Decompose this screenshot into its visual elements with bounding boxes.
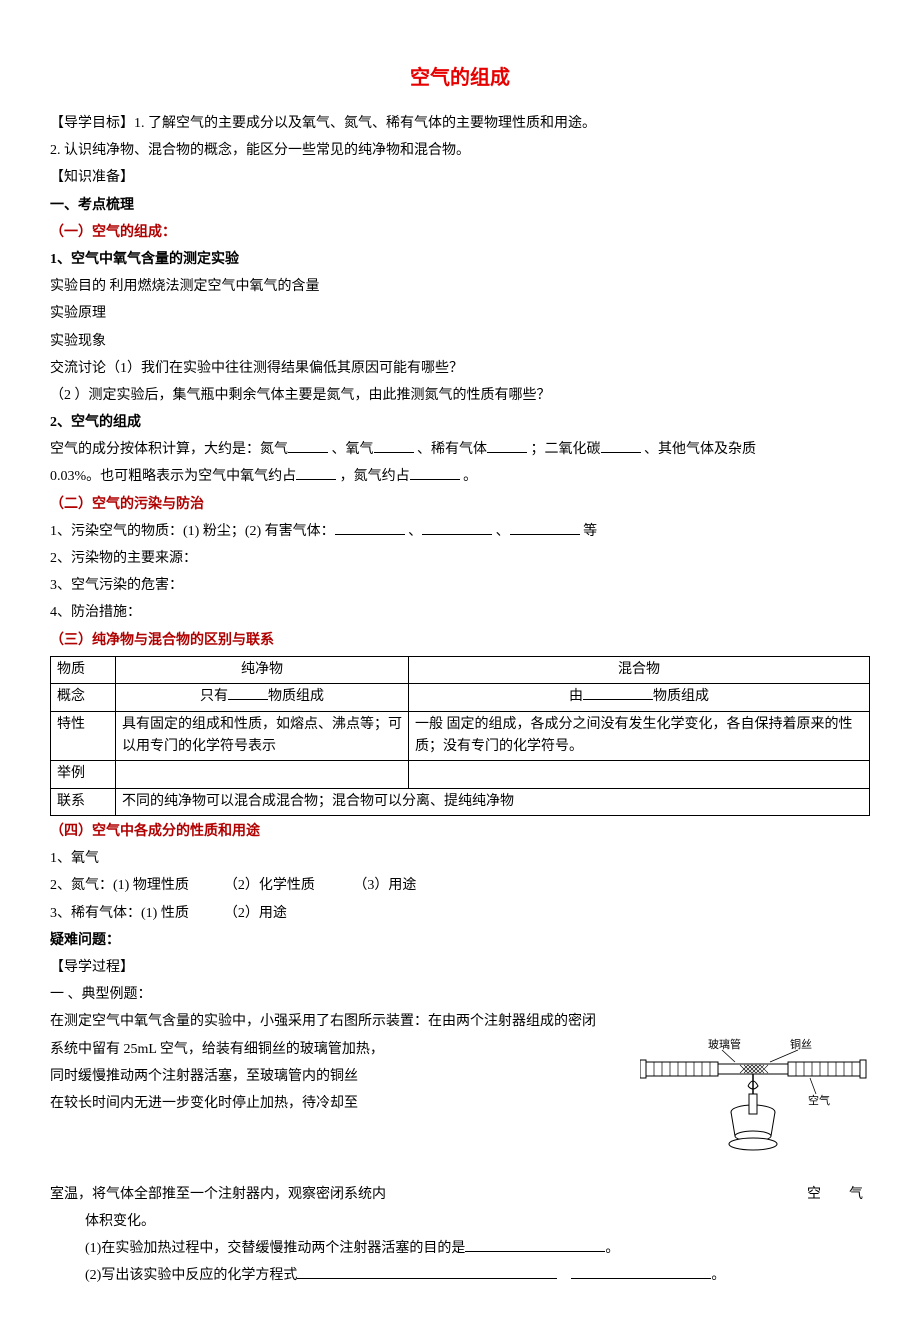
pollution-1: 1、污染空气的物质：(1) 粉尘；(2) 有害气体： 、 、 等 <box>50 518 870 545</box>
blank <box>410 479 460 480</box>
copper-label: 铜丝 <box>790 1037 812 1051</box>
poll1a: 1、污染空气的物质：(1) 粉尘；(2) 有害气体： <box>50 524 335 539</box>
goal2: 2. 认识纯净物、混合物的概念，能区分一些常见的纯净物和混合物。 <box>50 137 870 164</box>
part-1-2: 2、空气的组成 <box>50 409 870 436</box>
blank <box>510 534 580 535</box>
ex5a: 室温，将气体全部推至一个注射器内，观察密闭系统内 <box>50 1182 386 1207</box>
part-2: （二）空气的污染与防治 <box>50 491 870 518</box>
blank <box>297 1278 557 1279</box>
page-title: 空气的组成 <box>50 60 870 96</box>
td-relation: 联系 <box>51 788 116 815</box>
question-1: (1)在实验加热过程中，交替缓慢推动两个注射器活塞的目的是 。 <box>50 1235 870 1262</box>
td-example: 举例 <box>51 761 116 788</box>
glass-tube-label: 玻璃管 <box>708 1037 741 1051</box>
discuss-1: 交流讨论（1）我们在实验中往往测得结果偏低其原因可能有哪些？ <box>50 355 870 382</box>
exp-phenomenon: 实验现象 <box>50 328 870 355</box>
exp-purpose: 实验目的 利用燃烧法测定空气中氧气的含量 <box>50 273 870 300</box>
q2a: (2)写出该实验中反应的化学方程式 <box>85 1268 297 1283</box>
air-comp-e: 、其他气体及杂质 <box>644 442 756 457</box>
td-concept: 概念 <box>51 684 116 711</box>
ex5: 室温，将气体全部推至一个注射器内，观察密闭系统内 空 气 <box>50 1181 870 1208</box>
prep-label: 【知识准备】 <box>50 164 870 191</box>
exp-principle: 实验原理 <box>50 300 870 327</box>
air-comp-f: 0.03%。也可粗略表示为空气中氧气约占 <box>50 469 296 484</box>
air-comp-a: 空气的成分按体积计算，大约是：氮气 <box>50 442 288 457</box>
pollution-4: 4、防治措施： <box>50 599 870 626</box>
goal-line-1: 【导学目标】1. 了解空气的主要成分以及氧气、氮气、稀有气体的主要物理性质和用途… <box>50 110 870 137</box>
td-mix-concept: 由 物质组成 <box>409 684 870 711</box>
blank <box>296 479 336 480</box>
air-comp-d: ；二氧化碳 <box>531 442 601 457</box>
blank <box>487 452 527 453</box>
process-label: 【导学过程】 <box>50 954 870 981</box>
substance-table: 物质 纯净物 混合物 概念 只有 物质组成 由 物质组成 特性 具有固定的组成和性质… <box>50 656 870 816</box>
apparatus-diagram: 玻璃管 铜丝 <box>640 1036 870 1175</box>
td-pure-concept: 只有 物质组成 <box>116 684 409 711</box>
td-property: 特性 <box>51 711 116 761</box>
poll1d: 等 <box>583 524 597 539</box>
td-mix-prop: 一般 固定的组成，各成分之间没有发生化学变化，各自保持着原来的性质；没有专门的化… <box>409 711 870 761</box>
blank <box>374 452 414 453</box>
air-composition: 空气的成分按体积计算，大约是：氮气 、氧气 、稀有气体 ；二氧化碳 、其他气体及… <box>50 436 870 463</box>
blank <box>465 1251 605 1252</box>
section-1: 一、考点梳理 <box>50 192 870 219</box>
q2b: 。 <box>711 1268 725 1283</box>
pollution-2: 2、污染物的主要来源： <box>50 545 870 572</box>
question-2: (2)写出该实验中反应的化学方程式 。 <box>50 1262 870 1289</box>
r2c2a: 只有 <box>200 689 228 704</box>
td-mix-ex <box>409 761 870 788</box>
poll1b: 、 <box>408 524 422 539</box>
poll1c: 、 <box>496 524 510 539</box>
blank <box>335 534 405 535</box>
comp-2: 2、氮气：(1) 物理性质 （2）化学性质 （3）用途 <box>50 872 870 899</box>
ex6: 体积变化。 <box>50 1208 870 1235</box>
th-substance: 物质 <box>51 656 116 683</box>
ex1: 在测定空气中氧气含量的实验中，小强采用了右图所示装置：在由两个注射器组成的密闭 <box>50 1008 870 1035</box>
experiment-paragraph: 在测定空气中氧气含量的实验中，小强采用了右图所示装置：在由两个注射器组成的密闭 … <box>50 1008 870 1208</box>
part-3: （三）纯净物与混合物的区别与联系 <box>50 627 870 654</box>
comp-1: 1、氧气 <box>50 845 870 872</box>
air-label: 空气 <box>808 1093 830 1107</box>
ex5b: 空 气 <box>807 1182 870 1207</box>
goal1: 1. 了解空气的主要成分以及氧气、氮气、稀有气体的主要物理性质和用途。 <box>134 116 596 131</box>
blank <box>601 452 641 453</box>
r2c3a: 由 <box>569 689 583 704</box>
td-relation-content: 不同的纯净物可以混合成混合物；混合物可以分离、提纯纯净物 <box>116 788 870 815</box>
discuss-2: （2 ）测定实验后，集气瓶中剩余气体主要是氮气，由此推测氮气的性质有哪些？ <box>50 382 870 409</box>
blank <box>583 699 653 700</box>
goal-label: 【导学目标】 <box>50 116 134 131</box>
sec-example: 一 、典型例题： <box>50 981 870 1008</box>
comp-3: 3、稀有气体：(1) 性质 （2）用途 <box>50 900 870 927</box>
r2c2b: 物质组成 <box>268 689 324 704</box>
part-1-1: 1、空气中氧气含量的测定实验 <box>50 246 870 273</box>
pollution-3: 3、空气污染的危害： <box>50 572 870 599</box>
q1b: 。 <box>605 1241 619 1256</box>
r2c3b: 物质组成 <box>653 689 709 704</box>
blank <box>571 1278 711 1279</box>
air-composition-2: 0.03%。也可粗略表示为空气中氧气约占 ，氮气约占 。 <box>50 463 870 490</box>
blank <box>288 452 328 453</box>
td-pure-ex <box>116 761 409 788</box>
blank <box>422 534 492 535</box>
td-pure-prop: 具有固定的组成和性质，如熔点、沸点等；可以用专门的化学符号表示 <box>116 711 409 761</box>
air-comp-c: 、稀有气体 <box>417 442 487 457</box>
air-comp-b: 、氧气 <box>332 442 374 457</box>
part-4: （四）空气中各成分的性质和用途 <box>50 818 870 845</box>
air-comp-h: 。 <box>463 469 477 484</box>
hard-questions: 疑难问题： <box>50 927 870 954</box>
th-mixture: 混合物 <box>409 656 870 683</box>
blank <box>228 699 268 700</box>
th-pure: 纯净物 <box>116 656 409 683</box>
air-comp-g: ，氮气约占 <box>340 469 410 484</box>
q1a: (1)在实验加热过程中，交替缓慢推动两个注射器活塞的目的是 <box>85 1241 465 1256</box>
part-1: （一）空气的组成： <box>50 219 870 246</box>
